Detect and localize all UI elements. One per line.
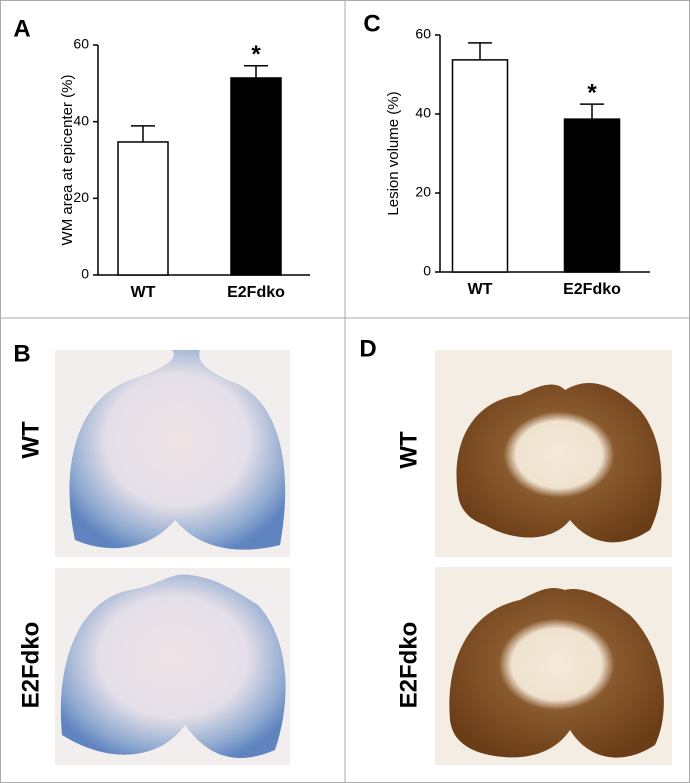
y-tick-label: 20 — [73, 189, 89, 205]
y-tick-label: 60 — [73, 36, 89, 52]
row-label: WT — [17, 421, 44, 459]
bar — [563, 118, 621, 273]
y-tick-label: 40 — [73, 112, 89, 128]
y-tick-label: 60 — [415, 26, 431, 42]
row-label: E2Fdko — [395, 622, 422, 709]
y-tick-label: 40 — [415, 105, 431, 121]
x-tick-label: WT — [468, 281, 493, 298]
y-tick-label: 0 — [423, 263, 431, 279]
bar — [451, 59, 509, 273]
panel-label: D — [359, 335, 376, 362]
image-b — [55, 350, 290, 765]
bar — [230, 77, 282, 276]
panel-label: B — [13, 340, 30, 367]
row-label: E2Fdko — [17, 622, 44, 709]
x-tick-label: E2Fdko — [227, 284, 285, 301]
panel-label: C — [363, 10, 380, 37]
x-tick-label: E2Fdko — [563, 281, 621, 298]
y-axis-label: WM area at epicenter (%) — [59, 75, 76, 246]
image-d — [435, 350, 672, 765]
row-label: WT — [395, 431, 422, 469]
x-tick-label: WT — [131, 284, 156, 301]
panel-label: A — [13, 15, 30, 42]
y-tick-label: 20 — [415, 184, 431, 200]
significance-mark: * — [587, 79, 597, 106]
significance-mark: * — [251, 41, 261, 68]
bar — [117, 141, 169, 276]
y-tick-label: 0 — [81, 266, 89, 282]
y-axis-label: Lesion volume (%) — [385, 91, 402, 215]
